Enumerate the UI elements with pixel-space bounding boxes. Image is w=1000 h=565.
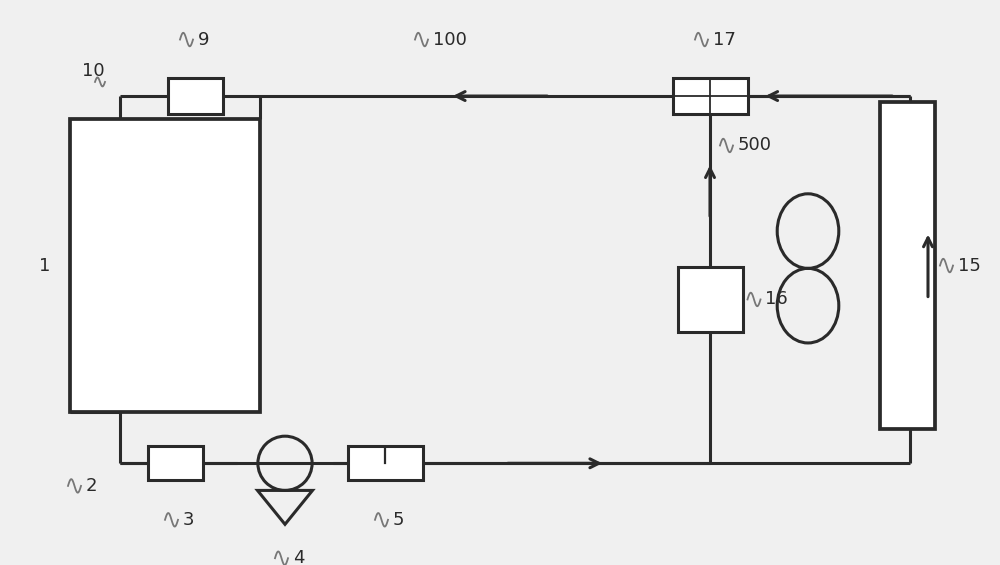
Text: 10: 10 <box>82 62 105 80</box>
Text: 9: 9 <box>198 31 210 49</box>
Bar <box>348 446 423 480</box>
Bar <box>70 119 260 412</box>
Bar <box>168 77 222 114</box>
Text: 4: 4 <box>293 549 304 565</box>
Text: 17: 17 <box>713 31 736 49</box>
Text: 15: 15 <box>958 257 981 275</box>
Text: 500: 500 <box>738 137 772 154</box>
Bar <box>880 102 935 429</box>
Text: 3: 3 <box>183 511 194 529</box>
Text: 5: 5 <box>393 511 404 529</box>
Bar <box>678 267 742 332</box>
Text: 1: 1 <box>39 257 51 275</box>
Text: 16: 16 <box>765 290 788 308</box>
Text: 100: 100 <box>433 31 467 49</box>
Text: 2: 2 <box>86 477 98 495</box>
Bar <box>672 77 748 114</box>
Bar <box>148 446 202 480</box>
